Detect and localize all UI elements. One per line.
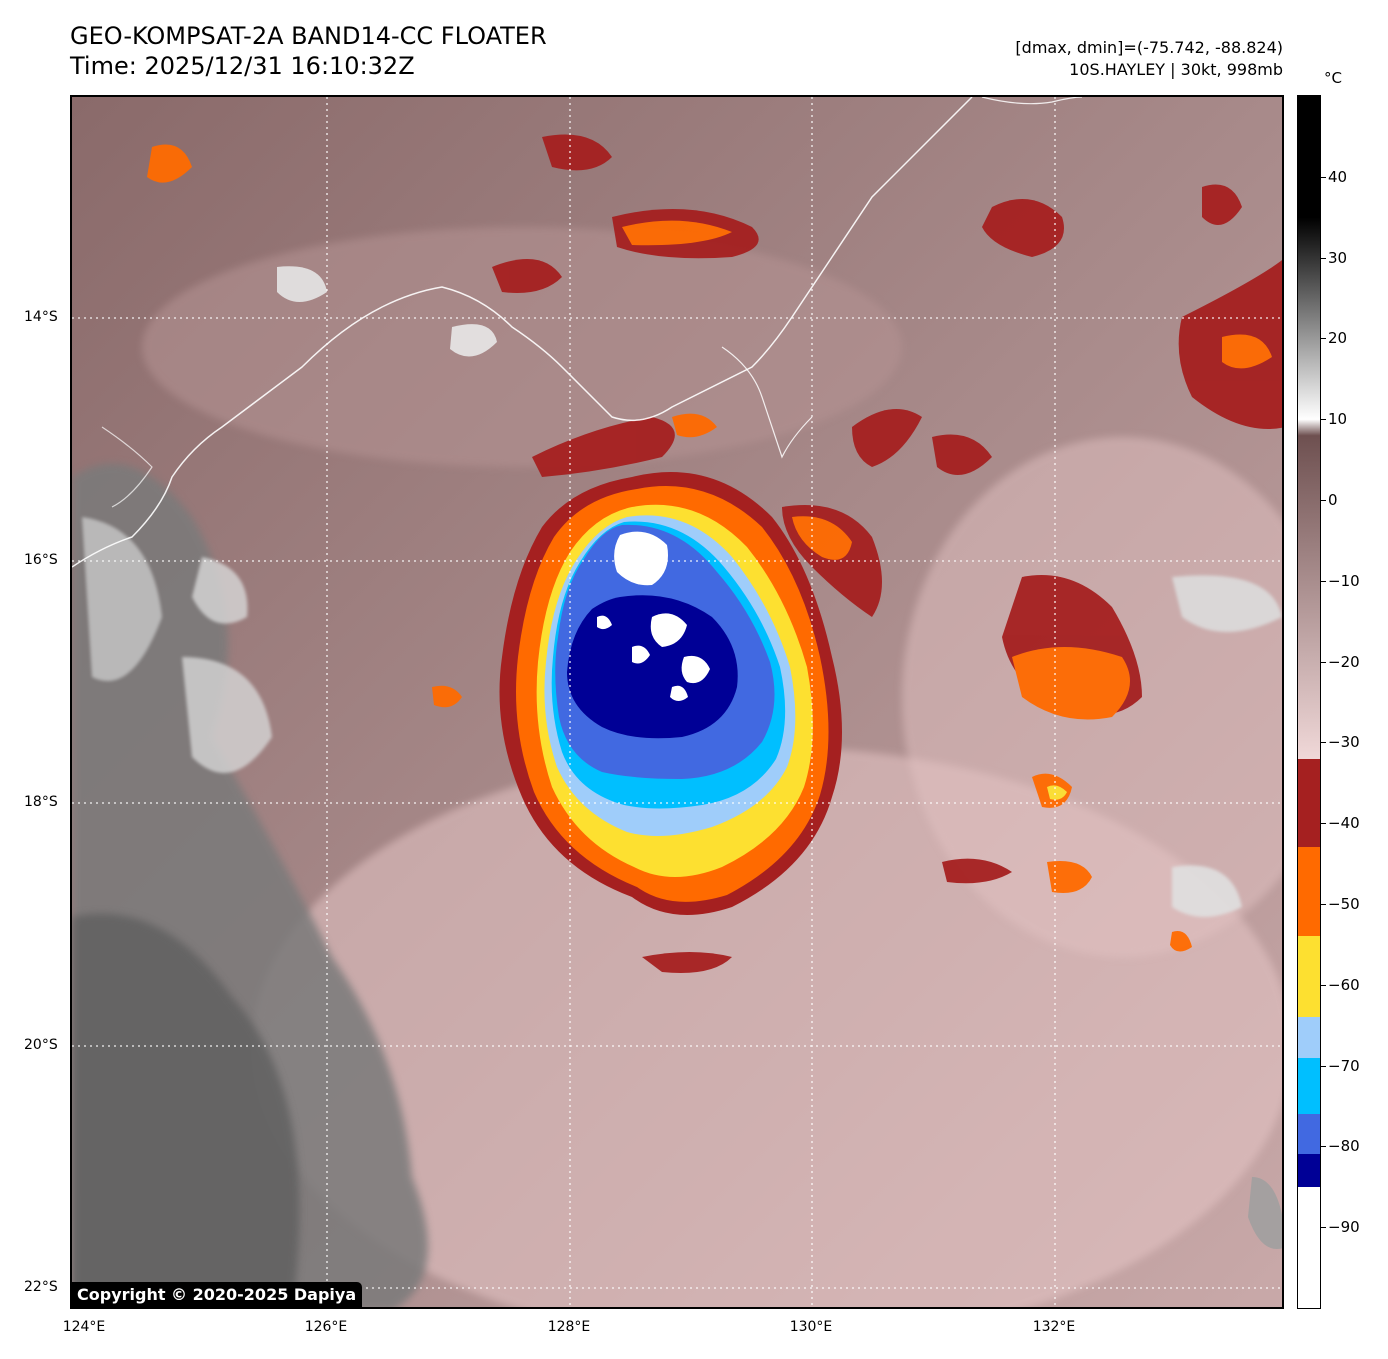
ir-imagery <box>72 97 1282 1307</box>
colorbar-tick-mark <box>1321 1227 1326 1229</box>
lat-label-14s: 14°S <box>24 309 58 325</box>
storm-core <box>499 472 842 915</box>
lon-label-128e: 128°E <box>547 1319 591 1335</box>
colorbar-tick-label: −80 <box>1328 1137 1360 1156</box>
colorbar-tick-label: −70 <box>1328 1056 1360 1075</box>
colorbar-tick-label: −10 <box>1328 571 1360 590</box>
colorbar-tick-label: −90 <box>1328 1218 1360 1237</box>
colorbar-tick-label: −60 <box>1328 975 1360 994</box>
range-readout: [dmax, dmin]=(-75.742, -88.824) <box>1015 38 1283 57</box>
product-title: GEO-KOMPSAT-2A BAND14-CC FLOATER <box>70 22 547 50</box>
colorbar-tick-mark <box>1321 661 1326 663</box>
colorbar-segment <box>1298 847 1320 937</box>
colorbar-tick-label: 40 <box>1328 167 1348 186</box>
colorbar-unit: °C <box>1324 69 1342 87</box>
colorbar-tick-mark <box>1321 338 1326 340</box>
colorbar-segment <box>1298 1186 1320 1308</box>
colorbar-segment <box>1298 1114 1320 1155</box>
lat-label-22s: 22°S <box>24 1279 58 1295</box>
colorbar-segment <box>1298 1057 1320 1115</box>
colorbar-tick-mark <box>1321 176 1326 178</box>
lon-label-126e: 126°E <box>304 1319 348 1335</box>
colorbar-segment <box>1298 936 1320 1018</box>
colorbar-segment <box>1298 758 1320 848</box>
colorbar-tick-mark <box>1321 500 1326 501</box>
colorbar-tick-label: −40 <box>1328 814 1360 833</box>
satellite-map[interactable] <box>70 95 1284 1309</box>
colorbar-segment <box>1298 1154 1320 1187</box>
colorbar-tick-mark <box>1321 419 1326 421</box>
colorbar-tick-label: 10 <box>1328 410 1348 429</box>
colorbar-tick-label: −30 <box>1328 733 1360 752</box>
storm-info: 10S.HAYLEY | 30kt, 998mb <box>1069 60 1283 79</box>
timestamp: Time: 2025/12/31 16:10:32Z <box>70 52 415 80</box>
colorbar-tick-label: 0 <box>1328 491 1338 509</box>
colorbar-tick-label: 20 <box>1328 329 1348 348</box>
colorbar-tick-mark <box>1321 823 1326 825</box>
colorbar-gradient <box>1298 96 1320 759</box>
colorbar-tick-mark <box>1321 1065 1326 1067</box>
colorbar-segment <box>1298 1017 1320 1058</box>
lat-label-20s: 20°S <box>24 1037 58 1053</box>
lon-label-124e: 124°E <box>62 1319 106 1335</box>
colorbar-tick-label: 30 <box>1328 248 1348 267</box>
lon-label-132e: 132°E <box>1032 1319 1076 1335</box>
colorbar-tick-mark <box>1321 904 1326 905</box>
colorbar-tick-mark <box>1321 742 1326 744</box>
colorbar <box>1297 95 1321 1309</box>
copyright-label: Copyright © 2020-2025 Dapiya <box>71 1282 363 1309</box>
colorbar-tick-mark <box>1321 1146 1326 1148</box>
colorbar-tick-mark <box>1321 580 1326 582</box>
lon-label-130e: 130°E <box>789 1319 833 1335</box>
colorbar-tick-mark <box>1321 257 1326 259</box>
colorbar-tick-label: −20 <box>1328 652 1360 671</box>
lat-label-18s: 18°S <box>24 794 58 810</box>
colorbar-tick-mark <box>1321 984 1326 986</box>
colorbar-tick-label: −50 <box>1328 895 1360 913</box>
lat-label-16s: 16°S <box>24 552 58 568</box>
